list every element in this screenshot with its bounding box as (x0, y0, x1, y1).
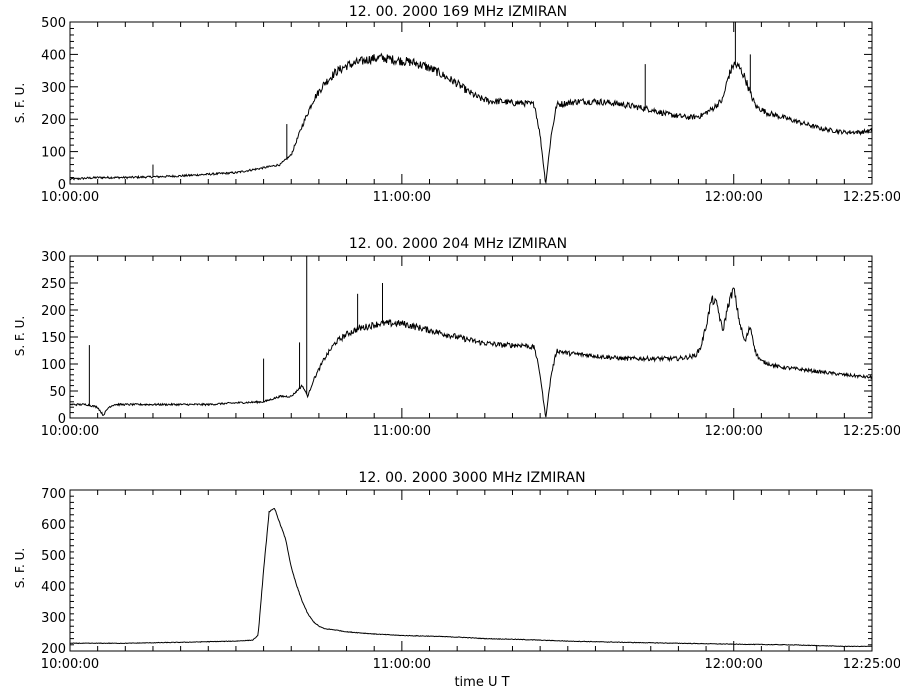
plot-frame-204mhz (69, 255, 873, 419)
y-tick-label-169mhz: 100 (41, 146, 66, 161)
plot-frame-169mhz (69, 21, 873, 185)
x-tick-label-3000mhz: 10:00:00 (41, 657, 99, 672)
panel-169mhz: 12. 00. 2000 169 MHz IZMIRAN S. F. U. 01… (13, 4, 900, 205)
y-tick-label-169mhz: 200 (41, 113, 66, 128)
x-tick-label-169mhz: 11:00:00 (373, 190, 431, 205)
y-tick-label-3000mhz: 500 (41, 549, 66, 564)
panel-3000mhz: 12. 00. 2000 3000 MHz IZMIRAN S. F. U. 2… (13, 470, 900, 672)
y-tick-label-3000mhz: 700 (41, 487, 66, 502)
y-tick-label-169mhz: 500 (41, 16, 66, 31)
series-line-169mhz (69, 52, 873, 185)
x-tick-label-169mhz: 12:25:00 (843, 190, 900, 205)
y-tick-label-204mhz: 0 (58, 412, 66, 427)
x-tick-label-169mhz: 10:00:00 (41, 190, 99, 205)
series-line-3000mhz (69, 507, 872, 648)
y-tick-label-3000mhz: 600 (41, 518, 66, 533)
y-tick-label-169mhz: 400 (41, 48, 66, 63)
plot-area-169mhz: 0 100 200 300 400 500 10:00:00 11:00:00 12:00:00… (41, 16, 900, 205)
y-tick-label-169mhz: 0 (58, 178, 66, 193)
x-tick-label-3000mhz: 12:25:00 (843, 657, 900, 672)
panel-204mhz: 12. 00. 2000 204 MHz IZMIRAN S. F. U. 0 5… (13, 236, 900, 439)
y-axis-label-204mhz: S. F. U. (13, 316, 27, 356)
chart-title-204mhz: 12. 00. 2000 204 MHz IZMIRAN (349, 236, 567, 252)
y-tick-label-204mhz: 100 (41, 358, 66, 373)
y-axis-label-3000mhz: S. F. U. (13, 548, 27, 588)
x-tick-label-204mhz: 12:25:00 (843, 424, 900, 439)
y-tick-label-204mhz: 300 (41, 250, 66, 265)
y-tick-label-3000mhz: 300 (41, 611, 66, 626)
series-line-204mhz (69, 287, 873, 418)
plot-area-3000mhz: 200 300 400 500 600 700 10:00:00 11:00:00 12:00:… (41, 487, 900, 672)
y-tick-label-204mhz: 200 (41, 304, 66, 319)
x-tick-label-169mhz: 12:00:00 (705, 190, 763, 205)
x-tick-label-204mhz: 11:00:00 (373, 424, 431, 439)
y-tick-label-204mhz: 250 (41, 277, 66, 292)
y-tick-label-204mhz: 150 (41, 331, 66, 346)
chart-title-169mhz: 12. 00. 2000 169 MHz IZMIRAN (349, 4, 567, 20)
x-tick-label-204mhz: 12:00:00 (705, 424, 763, 439)
y-tick-label-3000mhz: 400 (41, 580, 66, 595)
y-tick-label-3000mhz: 200 (41, 642, 66, 657)
x-tick-label-3000mhz: 11:00:00 (373, 657, 431, 672)
x-tick-label-3000mhz: 12:00:00 (705, 657, 763, 672)
plot-area-204mhz: 0 50 100 150 200 250 300 10:00:00 11:00:00 12:00:… (41, 250, 900, 439)
x-tick-label-204mhz: 10:00:00 (41, 424, 99, 439)
plot-frame-3000mhz (69, 489, 873, 652)
y-tick-label-204mhz: 50 (49, 385, 66, 400)
y-tick-label-169mhz: 300 (41, 81, 66, 96)
x-axis-label: time U T (454, 675, 509, 690)
y-axis-label-169mhz: S. F. U. (13, 83, 27, 123)
chart-title-3000mhz: 12. 00. 2000 3000 MHz IZMIRAN (358, 470, 585, 486)
